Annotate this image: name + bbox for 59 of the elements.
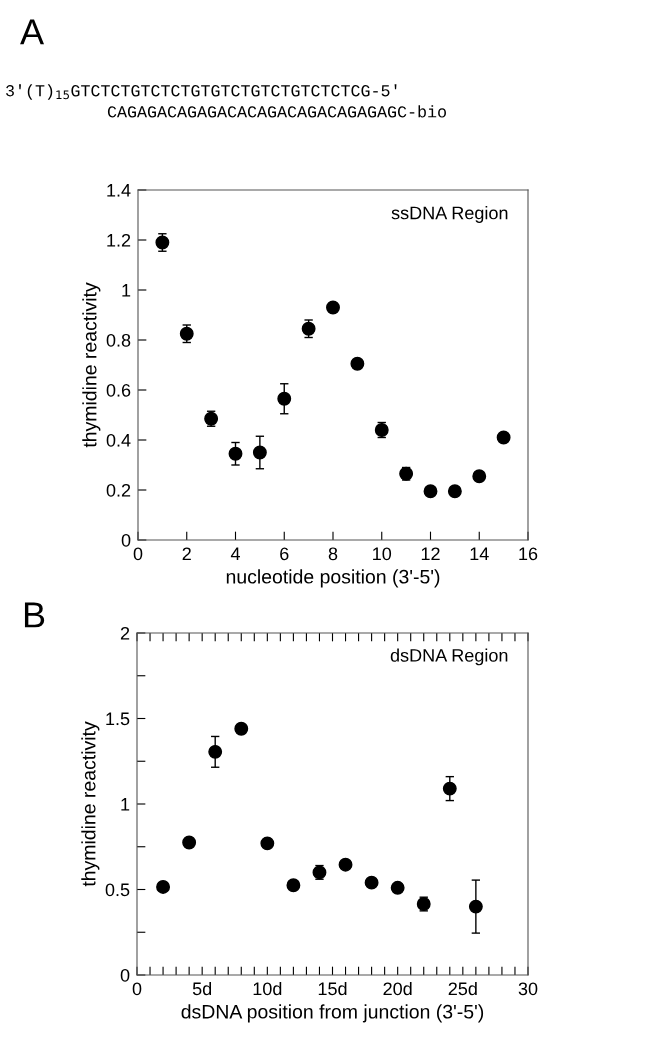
y-tick-label: 0.2 [106, 483, 131, 497]
x-tick-label: 10 [373, 547, 392, 561]
y-tick-label: 0.6 [106, 383, 131, 397]
x-tick-label: 0 [132, 982, 142, 996]
y-tick-label: 1 [121, 798, 130, 811]
point [364, 875, 379, 890]
x-axis-title: dsDNA position from junction (3'-5') [181, 1004, 484, 1023]
point [208, 744, 223, 759]
x-axis-title: nucleotide position (3'-5') [226, 569, 440, 588]
point [326, 300, 340, 315]
point [442, 781, 457, 796]
x-tick-label: 12 [421, 547, 440, 561]
x-tick-label: 30 [518, 982, 538, 996]
point [156, 879, 171, 894]
point [234, 721, 249, 736]
y-tick-label: 0 [120, 968, 130, 982]
chart-title: B [24, 602, 45, 628]
point [182, 835, 197, 850]
point [468, 899, 483, 914]
point [252, 445, 267, 460]
x-tick-label: 25d [448, 981, 477, 996]
y-tick-label: 1.5 [106, 712, 130, 726]
point [350, 356, 365, 371]
x-tick-label: 16 [519, 547, 538, 561]
point [423, 484, 438, 499]
x-tick-label: 14 [470, 547, 489, 561]
y-tick-label: 0.8 [106, 333, 131, 347]
chart-title: A [20, 19, 45, 45]
y-tick-label: 1 [122, 284, 131, 297]
x-tick-label: 10d [253, 981, 282, 996]
text: 3′(T)$_{15}$GTCTCTGTCTCTGTGTCTGTCTGTCTCTCG-5′ [6, 84, 397, 100]
point [447, 484, 462, 499]
annotation: ssDNA Region [391, 206, 508, 223]
x-tick-label: 4 [230, 547, 240, 561]
x-tick-label: 15d [318, 981, 347, 996]
point [338, 857, 353, 872]
y-axis-title: thymidine reactivity [81, 721, 100, 887]
x-tick-label: 8 [328, 547, 338, 561]
point [260, 836, 275, 851]
y-tick-label: 1.4 [107, 184, 131, 197]
y-tick-label: 1.2 [107, 233, 131, 247]
point [496, 430, 511, 445]
y-tick-label: 0 [121, 533, 131, 547]
x-tick-label: 5d [192, 981, 212, 996]
annotation: dsDNA Region [390, 648, 508, 666]
x-tick-label: 20d [383, 981, 412, 996]
x-tick-label: 0 [133, 547, 143, 561]
y-tick-label: 0.5 [105, 883, 130, 897]
y-tick-label: 0.4 [106, 433, 131, 447]
point [472, 469, 487, 484]
text: CAGAGACAGAGACACAGACAGACAGAGAGC-bio [107, 105, 446, 118]
point [286, 878, 301, 893]
y-axis-title: thymidine reactivity [82, 282, 101, 448]
point [277, 391, 292, 406]
x-tick-label: 2 [182, 547, 191, 561]
x-tick-label: 6 [280, 547, 289, 561]
point [390, 880, 405, 895]
point [228, 446, 243, 461]
y-tick-label: 2 [120, 626, 130, 640]
